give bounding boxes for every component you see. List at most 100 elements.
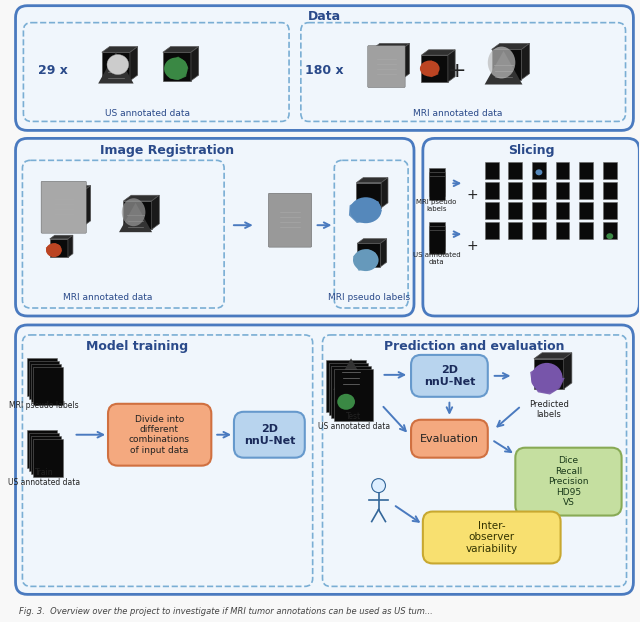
FancyBboxPatch shape	[268, 193, 312, 247]
Text: Evaluation: Evaluation	[420, 434, 479, 443]
Polygon shape	[530, 364, 564, 394]
Polygon shape	[522, 44, 529, 80]
Polygon shape	[163, 47, 198, 52]
Ellipse shape	[164, 58, 188, 80]
Polygon shape	[349, 199, 382, 223]
Bar	[603, 222, 617, 239]
Ellipse shape	[531, 363, 563, 393]
Text: Fig. 3.  Overview over the project to investigate if MRI tumor annotations can b: Fig. 3. Overview over the project to inv…	[19, 607, 433, 616]
Bar	[485, 222, 499, 239]
Ellipse shape	[337, 394, 355, 410]
Text: 2D
nnU-Net: 2D nnU-Net	[244, 424, 295, 445]
FancyBboxPatch shape	[108, 404, 211, 466]
Text: Inter-
observer
variability: Inter- observer variability	[466, 521, 518, 554]
FancyBboxPatch shape	[41, 181, 86, 233]
Text: 29 x: 29 x	[38, 64, 68, 77]
Bar	[31, 364, 61, 402]
Polygon shape	[534, 359, 564, 389]
Polygon shape	[484, 51, 522, 85]
Polygon shape	[372, 50, 401, 80]
Text: MRI pseudo
labels: MRI pseudo labels	[417, 199, 457, 211]
Polygon shape	[357, 243, 380, 267]
Bar	[29, 433, 59, 471]
Ellipse shape	[606, 233, 613, 239]
Bar	[332, 366, 371, 418]
Bar	[556, 222, 570, 239]
Bar	[429, 226, 445, 250]
Bar	[31, 436, 61, 473]
Ellipse shape	[432, 232, 441, 240]
Ellipse shape	[420, 60, 440, 77]
Ellipse shape	[488, 47, 515, 78]
Polygon shape	[356, 183, 381, 208]
Polygon shape	[46, 193, 81, 228]
Polygon shape	[130, 47, 138, 81]
Text: MRI pseudo labels: MRI pseudo labels	[328, 292, 410, 302]
Text: Data: Data	[308, 10, 341, 23]
Polygon shape	[102, 52, 130, 81]
Bar	[532, 182, 546, 199]
Text: Train
US annotated data: Train US annotated data	[8, 468, 80, 487]
Polygon shape	[421, 50, 455, 55]
Text: Divide into
different
combinations
of input data: Divide into different combinations of in…	[129, 415, 189, 455]
Polygon shape	[333, 358, 369, 390]
Polygon shape	[564, 353, 572, 389]
Bar	[579, 162, 593, 179]
Bar	[485, 182, 499, 199]
Bar	[532, 202, 546, 219]
Bar	[579, 222, 593, 239]
Ellipse shape	[536, 169, 542, 175]
Polygon shape	[124, 201, 152, 230]
Bar	[556, 182, 570, 199]
Polygon shape	[380, 239, 387, 267]
Bar	[485, 162, 499, 179]
FancyBboxPatch shape	[423, 511, 561, 564]
Bar	[28, 430, 57, 468]
Bar	[532, 222, 546, 239]
Polygon shape	[98, 52, 134, 83]
Bar	[29, 361, 59, 399]
Text: Slicing: Slicing	[508, 144, 554, 157]
Ellipse shape	[35, 372, 49, 384]
Polygon shape	[448, 50, 455, 82]
Text: MRI pseudo labels: MRI pseudo labels	[9, 401, 79, 411]
Text: Prediction and evaluation: Prediction and evaluation	[384, 340, 564, 353]
FancyBboxPatch shape	[15, 138, 414, 316]
Text: 2D
nnU-Net: 2D nnU-Net	[424, 365, 475, 387]
Bar	[603, 202, 617, 219]
Bar	[429, 169, 445, 192]
Bar	[33, 367, 63, 405]
Polygon shape	[163, 52, 191, 81]
Bar	[579, 202, 593, 219]
Polygon shape	[421, 60, 439, 77]
Bar	[485, 202, 499, 219]
Polygon shape	[102, 47, 138, 52]
FancyBboxPatch shape	[15, 6, 634, 131]
FancyBboxPatch shape	[234, 412, 305, 458]
Text: MRI annotated data: MRI annotated data	[63, 292, 153, 302]
Bar	[429, 230, 445, 254]
Text: 180 x: 180 x	[305, 64, 344, 77]
Text: US annotated
data: US annotated data	[413, 252, 460, 264]
Polygon shape	[119, 203, 152, 232]
Text: US annotated data: US annotated data	[105, 109, 190, 118]
Bar	[334, 369, 373, 420]
Polygon shape	[401, 44, 410, 80]
FancyBboxPatch shape	[411, 420, 488, 458]
FancyBboxPatch shape	[515, 448, 621, 516]
Polygon shape	[166, 57, 188, 80]
Ellipse shape	[432, 179, 441, 186]
Text: Model training: Model training	[86, 340, 189, 353]
Bar	[429, 222, 445, 246]
Text: Test
US annotated data: Test US annotated data	[318, 412, 390, 432]
Bar	[508, 162, 522, 179]
FancyBboxPatch shape	[368, 45, 405, 88]
Text: +: +	[466, 188, 478, 202]
Polygon shape	[421, 55, 448, 82]
Ellipse shape	[107, 55, 129, 75]
Polygon shape	[492, 44, 529, 50]
FancyBboxPatch shape	[411, 355, 488, 397]
Circle shape	[372, 478, 385, 493]
Bar	[532, 162, 546, 179]
Bar	[326, 360, 366, 412]
